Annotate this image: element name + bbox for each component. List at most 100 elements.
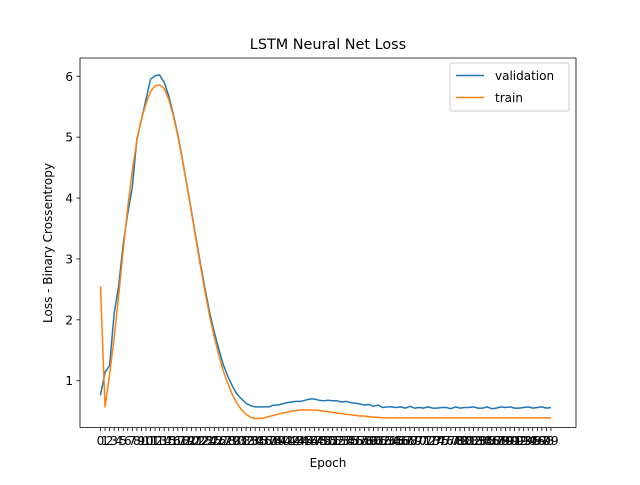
x-tick-label: 64: [384, 434, 399, 448]
x-tick-label: 67: [398, 434, 413, 448]
x-tick-label: 74: [430, 434, 445, 448]
x-tick-label: 70: [411, 434, 426, 448]
x-tick-label: 46: [302, 434, 317, 448]
x-tick-label: 68: [402, 434, 417, 448]
x-tick-label: 15: [161, 434, 176, 448]
x-tick-label: 12: [147, 434, 162, 448]
x-tick-label: 71: [416, 434, 431, 448]
x-tick-label: 9: [138, 434, 146, 448]
x-tick-label: 98: [539, 434, 554, 448]
x-tick-label: 10: [138, 434, 153, 448]
x-tick-label: 50: [320, 434, 335, 448]
y-tick-label: 2: [65, 313, 73, 327]
x-tick-label: 11: [143, 434, 158, 448]
x-tick-label: 17: [170, 434, 185, 448]
x-tick-label: 16: [166, 434, 181, 448]
legend-label-train: train: [495, 91, 523, 105]
x-tick-label: 58: [357, 434, 372, 448]
x-tick-label: 69: [407, 434, 422, 448]
x-tick-label: 29: [225, 434, 240, 448]
x-tick-label: 80: [457, 434, 472, 448]
x-tick-label: 1: [101, 434, 109, 448]
x-tick-label: 76: [439, 434, 454, 448]
series-line-train: [99, 84, 551, 420]
x-tick-label: 27: [216, 434, 231, 448]
x-tick-label: 48: [311, 434, 326, 448]
x-tick-label: 43: [289, 434, 304, 448]
x-tick-label: 30: [229, 434, 244, 448]
x-tick-label: 83: [471, 434, 486, 448]
x-tick-label: 14: [157, 434, 172, 448]
x-tick-label: 28: [220, 434, 235, 448]
y-tick-label: 3: [65, 252, 73, 266]
x-tick-label: 23: [197, 434, 212, 448]
x-tick-label: 66: [393, 434, 408, 448]
y-tick-label: 5: [65, 131, 73, 145]
x-tick-label: 96: [530, 434, 545, 448]
legend-label-validation: validation: [495, 69, 554, 83]
y-tick-label: 1: [65, 374, 73, 388]
x-tick-label: 84: [475, 434, 490, 448]
x-tick-label: 73: [425, 434, 440, 448]
x-tick-label: 21: [188, 434, 203, 448]
x-tick-label: 24: [202, 434, 217, 448]
x-tick-label: 3: [110, 434, 118, 448]
x-tick-label: 13: [152, 434, 167, 448]
x-tick-label: 54: [339, 434, 354, 448]
x-tick-label: 47: [307, 434, 322, 448]
y-axis-label: Loss - Binary Crossentropy: [41, 163, 55, 323]
x-tick-label: 78: [448, 434, 463, 448]
x-tick-label: 97: [534, 434, 549, 448]
x-tick-label: 2: [106, 434, 114, 448]
x-tick-label: 25: [207, 434, 222, 448]
x-tick-label: 34: [248, 434, 263, 448]
x-tick-label: 37: [261, 434, 276, 448]
x-tick-label: 56: [348, 434, 363, 448]
y-tick-label: 6: [65, 70, 73, 84]
x-axis-ticks: 0123456789101112131415161718192021222324…: [97, 427, 559, 448]
x-tick-label: 60: [366, 434, 381, 448]
x-tick-label: 94: [521, 434, 536, 448]
y-axis-ticks: 1 2 3 4 5 6: [65, 70, 80, 388]
x-tick-label: 42: [284, 434, 299, 448]
x-tick-label: 85: [480, 434, 495, 448]
x-tick-label: 65: [389, 434, 404, 448]
x-tick-label: 89: [498, 434, 513, 448]
x-tick-label: 82: [466, 434, 481, 448]
x-tick-label: 5: [119, 434, 127, 448]
x-tick-label: 7: [129, 434, 137, 448]
chart-title: LSTM Neural Net Loss: [250, 37, 406, 53]
x-tick-label: 18: [175, 434, 190, 448]
x-tick-label: 87: [489, 434, 504, 448]
legend: validation train: [449, 62, 570, 112]
x-tick-label: 62: [375, 434, 390, 448]
x-tick-label: 95: [525, 434, 540, 448]
x-tick-label: 31: [234, 434, 249, 448]
x-tick-label: 19: [179, 434, 194, 448]
x-tick-label: 91: [507, 434, 522, 448]
x-tick-label: 81: [461, 434, 476, 448]
x-tick-label: 53: [334, 434, 349, 448]
x-tick-label: 52: [329, 434, 344, 448]
x-tick-label: 39: [270, 434, 285, 448]
x-tick-label: 22: [193, 434, 208, 448]
x-tick-label: 26: [211, 434, 226, 448]
x-tick-label: 57: [352, 434, 367, 448]
y-tick-label: 4: [65, 192, 73, 206]
x-tick-label: 33: [243, 434, 258, 448]
x-tick-label: 79: [452, 434, 467, 448]
x-tick-label: 88: [493, 434, 508, 448]
x-tick-label: 86: [484, 434, 499, 448]
x-axis-label: Epoch: [310, 456, 347, 470]
x-tick-label: 45: [298, 434, 313, 448]
x-tick-label: 59: [361, 434, 376, 448]
x-tick-label: 77: [443, 434, 458, 448]
x-tick-label: 35: [252, 434, 267, 448]
x-tick-label: 99: [543, 434, 558, 448]
x-tick-label: 92: [511, 434, 526, 448]
series-layer: [99, 74, 552, 420]
x-tick-label: 40: [275, 434, 290, 448]
x-tick-label: 72: [420, 434, 435, 448]
